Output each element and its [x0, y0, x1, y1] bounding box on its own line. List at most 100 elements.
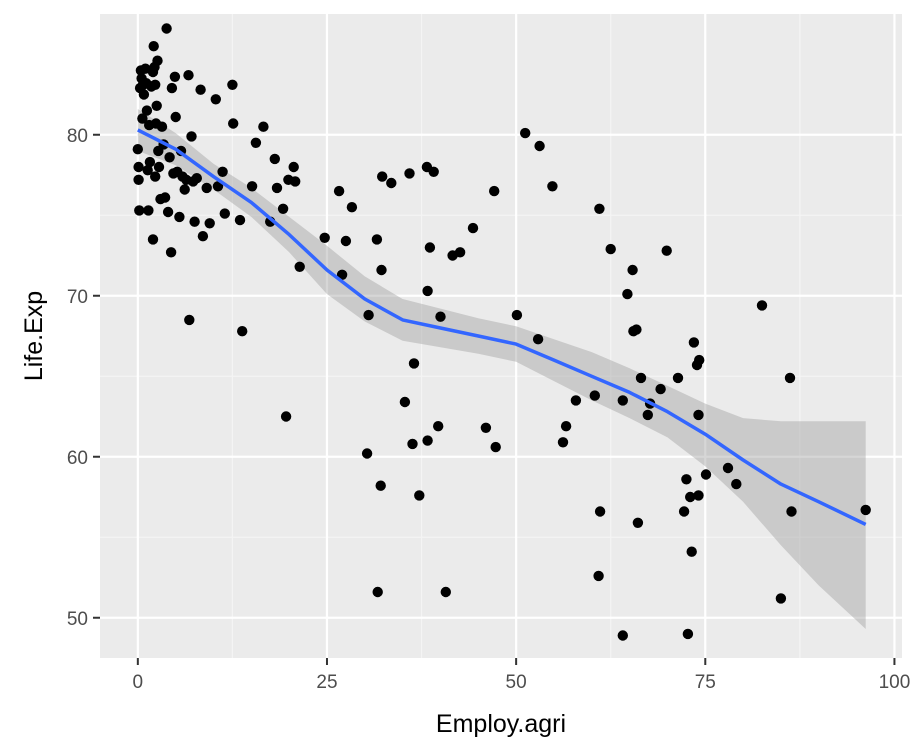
data-point — [184, 314, 195, 326]
data-point — [617, 630, 628, 641]
y-tick-label: 80 — [67, 126, 88, 147]
data-point — [860, 504, 871, 516]
data-point — [183, 70, 194, 81]
data-point — [534, 140, 545, 152]
data-point — [148, 41, 159, 52]
data-point — [422, 435, 433, 446]
data-point — [678, 506, 690, 517]
data-point — [204, 218, 215, 229]
data-point — [174, 211, 185, 223]
data-point — [693, 409, 704, 421]
data-point — [467, 222, 479, 234]
y-axis-title: Life.Exp — [20, 291, 48, 381]
data-point — [594, 506, 606, 517]
data-point — [150, 79, 161, 91]
data-point — [454, 247, 466, 258]
data-point — [143, 205, 154, 216]
data-point — [169, 71, 181, 83]
data-point — [377, 171, 388, 182]
data-point — [557, 437, 569, 448]
y-tick-label: 60 — [67, 448, 88, 469]
data-point — [627, 264, 638, 276]
data-point — [144, 156, 156, 168]
data-point — [404, 168, 415, 179]
x-tick-label: 0 — [133, 672, 144, 693]
data-point — [137, 113, 148, 124]
data-point — [756, 300, 768, 311]
data-point — [165, 247, 177, 258]
data-point — [731, 478, 742, 490]
data-point — [186, 131, 197, 142]
data-point — [661, 245, 672, 256]
data-point — [246, 181, 258, 192]
data-point — [217, 166, 228, 177]
data-point — [269, 153, 280, 165]
data-point — [547, 181, 558, 192]
data-point — [622, 288, 633, 300]
data-point — [399, 396, 411, 408]
data-point — [642, 409, 653, 421]
data-point — [681, 474, 692, 485]
data-point — [511, 309, 523, 321]
x-tick-label: 25 — [316, 672, 337, 693]
data-point — [151, 100, 162, 112]
data-point — [152, 55, 163, 66]
data-point — [361, 448, 373, 459]
data-point — [631, 324, 642, 335]
data-point — [570, 395, 582, 406]
data-point — [700, 469, 712, 480]
x-tick-label: 100 — [879, 672, 911, 693]
data-point — [166, 82, 178, 94]
data-point — [271, 182, 283, 194]
x-axis-title: Employ.agri — [436, 710, 566, 738]
data-point — [532, 334, 544, 345]
data-point — [480, 422, 492, 433]
data-point — [371, 234, 383, 245]
y-axis-ticks: 50 60 70 80 — [67, 126, 100, 630]
data-point — [195, 84, 206, 95]
data-point — [319, 232, 330, 243]
data-point — [147, 234, 159, 245]
smooth-trend-line — [137, 128, 867, 526]
data-point — [376, 264, 387, 276]
data-point — [435, 311, 446, 322]
data-point — [424, 242, 436, 253]
data-point — [433, 421, 444, 432]
data-point — [159, 192, 171, 203]
data-point — [179, 184, 190, 195]
x-axis-ticks: 0 25 50 75 100 — [133, 658, 911, 693]
data-point — [440, 586, 451, 598]
data-point — [407, 438, 418, 450]
data-point — [414, 490, 425, 501]
data-point — [686, 546, 697, 557]
data-points — [132, 23, 871, 641]
data-point — [632, 517, 644, 528]
data-point — [258, 121, 269, 132]
data-point — [593, 570, 604, 582]
data-point — [153, 161, 165, 173]
data-point — [133, 174, 144, 185]
data-point — [134, 205, 145, 216]
y-tick-label: 70 — [67, 287, 88, 308]
data-point — [237, 326, 248, 337]
data-point — [156, 121, 168, 132]
data-point — [132, 144, 143, 155]
data-point — [589, 390, 600, 401]
data-point — [212, 181, 224, 192]
data-point — [346, 202, 358, 213]
data-point — [294, 261, 305, 272]
data-point — [234, 214, 246, 226]
data-point — [227, 79, 238, 91]
data-point — [422, 285, 433, 297]
data-point — [428, 166, 439, 177]
data-point — [617, 395, 628, 406]
data-point — [408, 358, 420, 369]
data-point — [520, 127, 531, 139]
data-point — [133, 161, 144, 173]
data-point — [210, 94, 221, 105]
data-point — [170, 111, 181, 123]
data-point — [685, 491, 696, 503]
data-point — [138, 89, 150, 100]
data-point — [288, 161, 299, 173]
data-point — [682, 628, 694, 640]
